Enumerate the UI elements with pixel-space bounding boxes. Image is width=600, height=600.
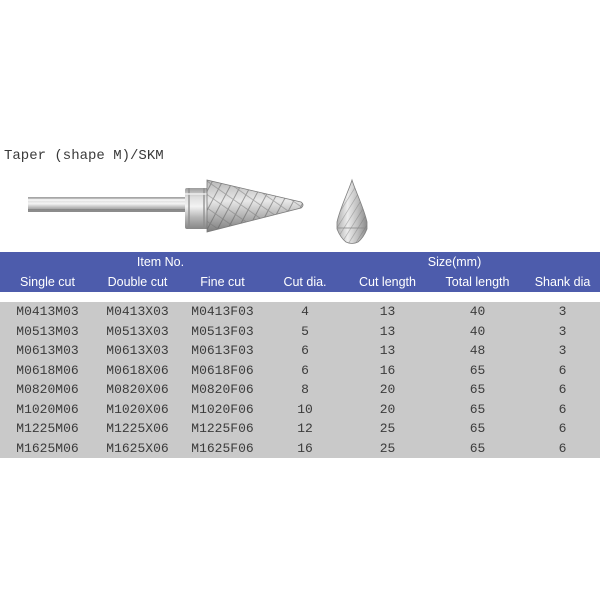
table-cell: M0618F06 <box>191 362 254 378</box>
table-cell: M0613M03 <box>16 343 79 359</box>
table-cell: 3 <box>558 323 567 339</box>
table-cell: M1225F06 <box>191 421 254 437</box>
table-cell: 6 <box>301 362 309 378</box>
column-header-row: Single cut Double cut Fine cut Cut dia. … <box>0 272 600 292</box>
table-cell: M1625F06 <box>191 440 254 456</box>
table-cell: M0513X03 <box>106 323 169 339</box>
table-cell: 10 <box>297 401 313 417</box>
table-cell: M0413X03 <box>106 304 169 320</box>
table-cell: M0513F03 <box>191 323 254 339</box>
burr-shank <box>28 197 189 212</box>
table-cell: M0513M03 <box>16 323 79 339</box>
table-row: M1625M06 M1625X06 M1625F06 16 25 65 6 <box>0 439 600 459</box>
table-cell: M0413F03 <box>191 304 254 320</box>
table-cell: M0618M06 <box>16 362 79 378</box>
table-cell: 20 <box>379 382 396 398</box>
table-cell: M0613X03 <box>106 343 169 359</box>
table-cell: 65 <box>469 401 486 417</box>
table-cell: 65 <box>469 362 486 378</box>
table-cell: 4 <box>301 304 309 320</box>
group-header-size-mm: Size(mm) <box>265 252 600 272</box>
table-cell: 65 <box>469 382 486 398</box>
page-title: Taper (shape M)/SKM <box>4 148 164 164</box>
table-row: M0820M06 M0820X06 M0820F06 8 20 65 6 <box>0 380 600 400</box>
column-header-cut-length: Cut length <box>359 275 416 289</box>
table-cell: 3 <box>558 343 567 359</box>
table-cell: M1020M06 <box>16 401 79 417</box>
table-cell: 6 <box>301 343 309 359</box>
table-cell: 65 <box>469 421 486 437</box>
table-row: M1020M06 M1020X06 M1020F06 10 20 65 6 <box>0 400 600 420</box>
burr-cone <box>206 179 304 233</box>
spec-table-body: M0413M03 M0413X03 M0413F03 4 13 40 3 M05… <box>0 302 600 458</box>
table-cell: 12 <box>297 421 313 437</box>
table-row: M0513M03 M0513X03 M0513F03 5 13 40 3 <box>0 322 600 342</box>
table-cell: M1625X06 <box>106 440 169 456</box>
table-cell: 48 <box>469 343 486 359</box>
column-header-total-length: Total length <box>445 275 510 289</box>
table-cell: M1020F06 <box>191 401 254 417</box>
table-cell: 6 <box>558 382 567 398</box>
table-cell: M1225M06 <box>16 421 79 437</box>
column-header-fine-cut: Fine cut <box>200 275 245 289</box>
burr-head-image <box>336 178 368 244</box>
table-cell: 13 <box>379 323 396 339</box>
table-cell: M1225X06 <box>106 421 169 437</box>
table-row: M0613M03 M0613X03 M0613F03 6 13 48 3 <box>0 341 600 361</box>
table-cell: 5 <box>301 323 309 339</box>
table-cell: M1625M06 <box>16 440 79 456</box>
group-header-item-no-label: Item No. <box>136 255 185 269</box>
table-cell: 13 <box>379 304 396 320</box>
column-header-shank-dia: Shank dia <box>534 275 591 289</box>
column-header-double-cut: Double cut <box>107 275 168 289</box>
table-cell: 8 <box>301 382 309 398</box>
table-cell: M0618X06 <box>106 362 169 378</box>
table-cell: 6 <box>558 440 567 456</box>
table-cell: 6 <box>558 362 567 378</box>
table-cell: 40 <box>469 304 486 320</box>
table-cell: M0413M03 <box>16 304 79 320</box>
group-header-item-no: Item No. <box>0 252 265 272</box>
table-cell: 3 <box>558 304 567 320</box>
table-cell: M0613F03 <box>191 343 254 359</box>
table-cell: M1020X06 <box>106 401 169 417</box>
burr-collar <box>185 188 209 229</box>
table-cell: 6 <box>558 401 567 417</box>
table-cell: 40 <box>469 323 486 339</box>
table-cell: 25 <box>379 421 396 437</box>
group-header-size-mm-label: Size(mm) <box>427 255 482 269</box>
table-cell: 20 <box>379 401 396 417</box>
column-header-cut-dia: Cut dia. <box>283 275 327 289</box>
taper-burr-image <box>28 179 304 233</box>
table-cell: 25 <box>379 440 396 456</box>
table-row: M1225M06 M1225X06 M1225F06 12 25 65 6 <box>0 419 600 439</box>
table-cell: M0820F06 <box>191 382 254 398</box>
table-cell: 6 <box>558 421 567 437</box>
table-row: M0618M06 M0618X06 M0618F06 6 16 65 6 <box>0 361 600 381</box>
table-cell: 16 <box>379 362 396 378</box>
spec-table-header: Item No. Size(mm) Single cut Double cut … <box>0 252 600 292</box>
table-cell: 65 <box>469 440 486 456</box>
table-cell: M0820X06 <box>106 382 169 398</box>
table-cell: 13 <box>379 343 396 359</box>
table-cell: M0820M06 <box>16 382 79 398</box>
column-header-single-cut: Single cut <box>20 275 75 289</box>
group-header-row: Item No. Size(mm) <box>0 252 600 272</box>
spec-table: M0413M03 M0413X03 M0413F03 4 13 40 3 M05… <box>0 302 600 458</box>
table-cell: 16 <box>297 440 313 456</box>
table-row: M0413M03 M0413X03 M0413F03 4 13 40 3 <box>0 302 600 322</box>
